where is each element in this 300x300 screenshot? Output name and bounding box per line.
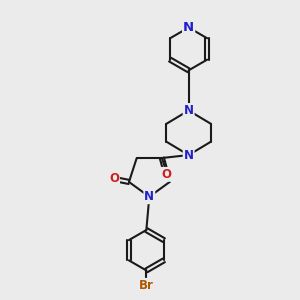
Text: O: O (109, 172, 119, 185)
Text: O: O (161, 168, 171, 181)
Text: N: N (184, 148, 194, 162)
Text: N: N (144, 190, 154, 203)
Text: Br: Br (139, 279, 154, 292)
Text: N: N (184, 104, 194, 117)
Text: N: N (183, 21, 194, 34)
